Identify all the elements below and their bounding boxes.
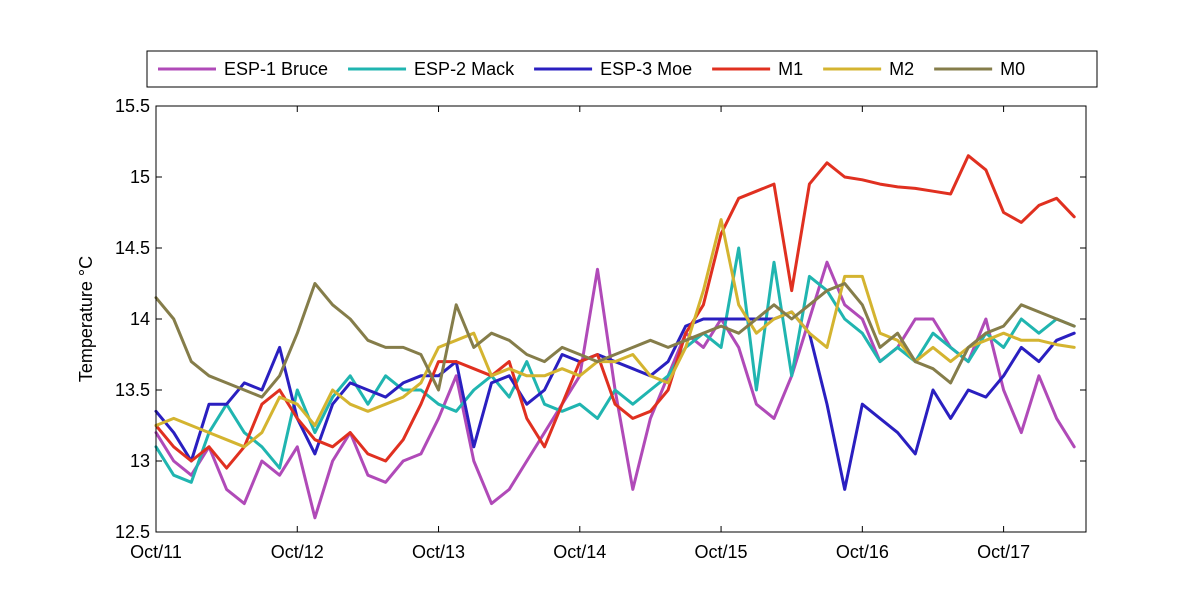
y-tick-label: 15.5 — [115, 96, 150, 116]
legend-label-m2: M2 — [889, 59, 914, 79]
legend-label-m0: M0 — [1000, 59, 1025, 79]
y-tick-label: 12.5 — [115, 522, 150, 542]
y-axis-label: Temperature °C — [76, 256, 96, 382]
y-tick-label: 14.5 — [115, 238, 150, 258]
x-tick-label: Oct/12 — [271, 542, 324, 562]
x-tick-label: Oct/15 — [695, 542, 748, 562]
y-tick-label: 14 — [130, 309, 150, 329]
series-line-m0 — [154, 282, 1076, 399]
y-tick-label: 15 — [130, 167, 150, 187]
x-axis: Oct/11 Oct/12 Oct/13 Oct/14 Oct/15 Oct/16 Oct/… — [130, 106, 1030, 562]
series-line-m2 — [154, 218, 1076, 449]
y-tick-label: 13 — [130, 451, 150, 471]
x-tick-label: Oct/11 — [130, 542, 182, 562]
x-tick-label: Oct/13 — [412, 542, 465, 562]
plot-area-frame — [155, 105, 1087, 533]
y-axis: 12.5 13 13.5 14 14.5 15 15.5 — [115, 96, 1086, 542]
legend-label-esp-3-moe: ESP-3 Moe — [600, 59, 692, 79]
legend-label-esp-2-mack: ESP-2 Mack — [414, 59, 515, 79]
legend: ESP-1 Bruce ESP-2 Mack ESP-3 Moe M1 M2 M0 — [146, 50, 1098, 88]
series-line-m1 — [154, 154, 1076, 470]
series-line-esp-2-mack — [154, 246, 1076, 484]
legend-label-esp-1-bruce: ESP-1 Bruce — [224, 59, 328, 79]
y-tick-label: 13.5 — [115, 380, 150, 400]
x-tick-label: Oct/17 — [977, 542, 1030, 562]
legend-label-m1: M1 — [778, 59, 803, 79]
series-layer — [154, 154, 1076, 520]
x-tick-label: Oct/14 — [553, 542, 606, 562]
x-tick-label: Oct/16 — [836, 542, 889, 562]
